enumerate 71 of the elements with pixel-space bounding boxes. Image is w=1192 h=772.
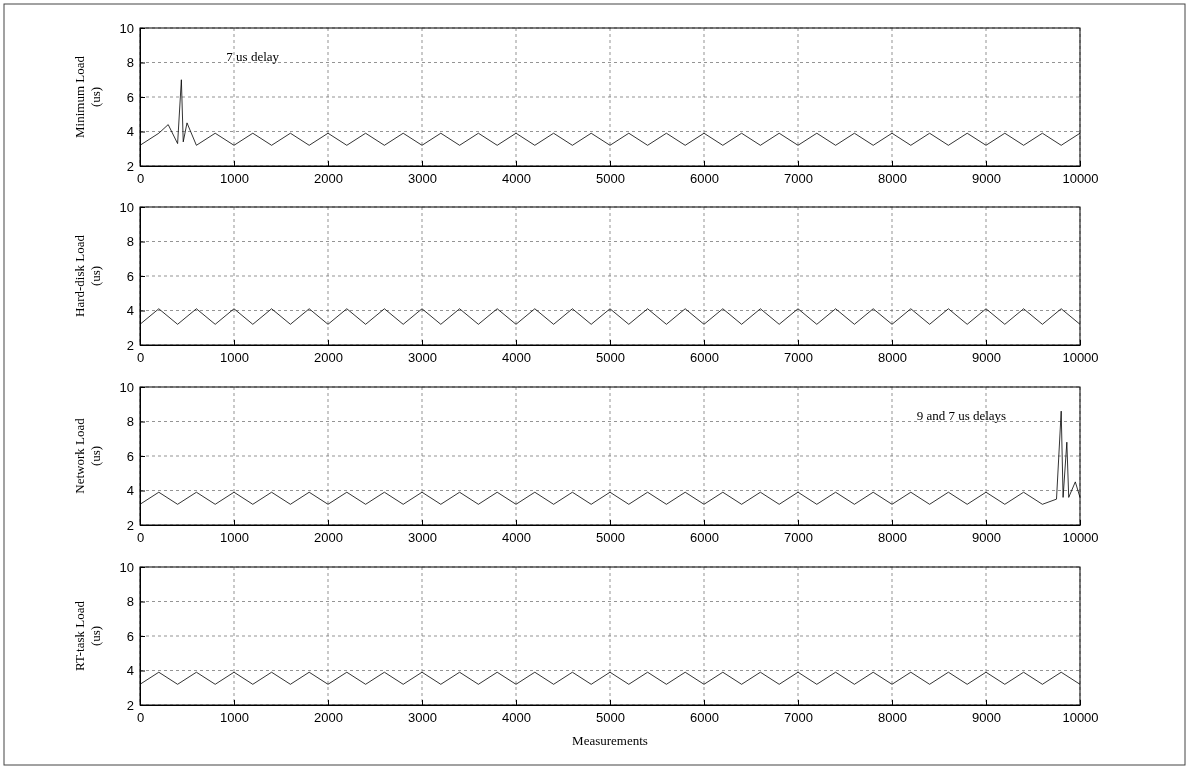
y-axis-title: Network Load (us) <box>72 417 103 494</box>
y-tick-label: 8 <box>126 594 134 610</box>
y-tick-label: 6 <box>126 89 134 105</box>
x-tick-label: 2000 <box>314 530 343 546</box>
x-tick-label: 7000 <box>784 710 813 726</box>
y-axis-title: Hard-disk Load (us) <box>72 234 103 317</box>
x-tick-label: 8000 <box>878 530 907 546</box>
x-tick-label: 1000 <box>220 710 249 726</box>
x-tick-label: 9000 <box>972 710 1001 726</box>
x-tick-label: 6000 <box>690 530 719 546</box>
y-tick-label: 2 <box>126 517 134 533</box>
y-axis-title: RT-task Load (us) <box>72 600 103 671</box>
y-tick-label: 8 <box>126 55 134 71</box>
y-tick-label: 4 <box>126 124 134 140</box>
x-tick-label: 7000 <box>784 530 813 546</box>
x-tick-label: 1000 <box>220 350 249 366</box>
x-tick-label: 5000 <box>596 710 625 726</box>
y-tick-label: 6 <box>126 268 134 284</box>
x-tick-label: 4000 <box>502 171 531 187</box>
y-tick-label: 8 <box>126 234 134 250</box>
x-tick-label: 8000 <box>878 171 907 187</box>
x-tick-label: 3000 <box>408 530 437 546</box>
x-tick-label: 7000 <box>784 171 813 187</box>
x-tick-label: 0 <box>136 171 145 187</box>
x-tick-label: 2000 <box>314 171 343 187</box>
x-tick-label: 1000 <box>220 530 249 546</box>
x-tick-label: 3000 <box>408 710 437 726</box>
x-tick-label: 9000 <box>972 530 1001 546</box>
y-tick-label: 4 <box>126 663 134 679</box>
x-tick-label: 2000 <box>314 710 343 726</box>
x-tick-label: 6000 <box>690 350 719 366</box>
y-tick-label: 8 <box>126 414 134 430</box>
x-tick-label: 3000 <box>408 171 437 187</box>
y-tick-label: 4 <box>126 303 134 319</box>
y-axis-title: Minimum Load (us) <box>72 55 103 138</box>
x-tick-label: 0 <box>136 530 145 546</box>
annotation: 7 us delay <box>226 49 280 65</box>
x-tick-label: 1000 <box>220 171 249 187</box>
y-tick-label: 10 <box>119 20 134 36</box>
x-tick-label: 10000 <box>1062 530 1099 546</box>
x-tick-label: 0 <box>136 350 145 366</box>
x-tick-label: 3000 <box>408 350 437 366</box>
y-tick-label: 2 <box>126 697 134 713</box>
x-tick-label: 8000 <box>878 710 907 726</box>
x-tick-label: 4000 <box>502 350 531 366</box>
x-tick-label: 9000 <box>972 350 1001 366</box>
x-axis-title: Measurements <box>572 733 648 748</box>
y-tick-label: 4 <box>126 483 134 499</box>
x-tick-label: 0 <box>136 710 145 726</box>
x-tick-label: 5000 <box>596 171 625 187</box>
x-tick-label: 6000 <box>690 171 719 187</box>
x-tick-label: 5000 <box>596 350 625 366</box>
y-tick-label: 2 <box>126 158 134 174</box>
x-tick-label: 2000 <box>314 350 343 366</box>
x-tick-label: 4000 <box>502 530 531 546</box>
x-tick-label: 5000 <box>596 530 625 546</box>
annotation: 9 and 7 us delays <box>916 408 1007 424</box>
x-tick-label: 10000 <box>1062 171 1099 187</box>
y-tick-label: 6 <box>126 448 134 464</box>
y-tick-label: 10 <box>119 199 134 215</box>
x-tick-label: 6000 <box>690 710 719 726</box>
y-tick-label: 10 <box>119 379 134 395</box>
x-tick-label: 9000 <box>972 171 1001 187</box>
x-tick-label: 4000 <box>502 710 531 726</box>
x-tick-label: 7000 <box>784 350 813 366</box>
y-tick-label: 2 <box>126 337 134 353</box>
x-tick-label: 10000 <box>1062 710 1099 726</box>
x-tick-label: 10000 <box>1062 350 1099 366</box>
y-tick-label: 6 <box>126 628 134 644</box>
x-tick-label: 8000 <box>878 350 907 366</box>
y-tick-label: 10 <box>119 559 134 575</box>
